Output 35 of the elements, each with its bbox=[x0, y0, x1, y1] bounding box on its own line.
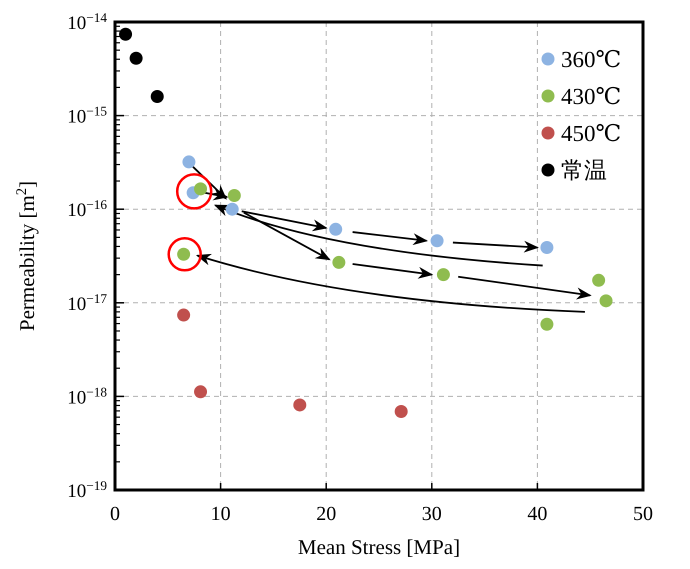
legend-label: 430℃ bbox=[561, 84, 622, 109]
x-tick-label: 30 bbox=[422, 503, 442, 525]
y-tick-label: 10$^{−19}$ bbox=[67, 478, 108, 502]
x-tick-label: 40 bbox=[527, 503, 548, 525]
y-tick-label: 10$^{−15}$ bbox=[67, 103, 108, 128]
point bbox=[228, 189, 241, 202]
x-tick-label: 0 bbox=[110, 503, 120, 525]
point bbox=[177, 308, 190, 322]
point bbox=[150, 90, 164, 103]
y-tick-label: 10$^{−18}$ bbox=[67, 384, 108, 408]
point bbox=[600, 294, 613, 308]
point bbox=[430, 234, 444, 248]
legend-label: 360℃ bbox=[561, 47, 622, 72]
point bbox=[436, 268, 450, 282]
point bbox=[130, 52, 143, 65]
point bbox=[119, 28, 132, 41]
point bbox=[332, 256, 346, 269]
point bbox=[394, 404, 408, 418]
point bbox=[293, 398, 306, 412]
x-tick-label: 50 bbox=[633, 503, 653, 525]
y-tick-label: 10$^{−17}$ bbox=[67, 290, 108, 315]
legend-label: 常温 bbox=[561, 158, 607, 183]
x-tick-label: 10 bbox=[210, 503, 231, 525]
x-tick-label: 20 bbox=[316, 503, 336, 525]
point bbox=[182, 155, 196, 168]
x-axis-title: Mean Stress [MPa] bbox=[298, 535, 460, 559]
y-tick-label: 10$^{−16}$ bbox=[67, 196, 108, 222]
legend-label: 450℃ bbox=[561, 121, 622, 146]
point bbox=[540, 318, 554, 331]
y-tick-label: 10$^{−14}$ bbox=[67, 10, 108, 34]
point bbox=[329, 222, 342, 236]
point bbox=[540, 240, 554, 254]
point bbox=[592, 274, 606, 287]
point bbox=[194, 385, 208, 398]
point bbox=[226, 202, 239, 216]
